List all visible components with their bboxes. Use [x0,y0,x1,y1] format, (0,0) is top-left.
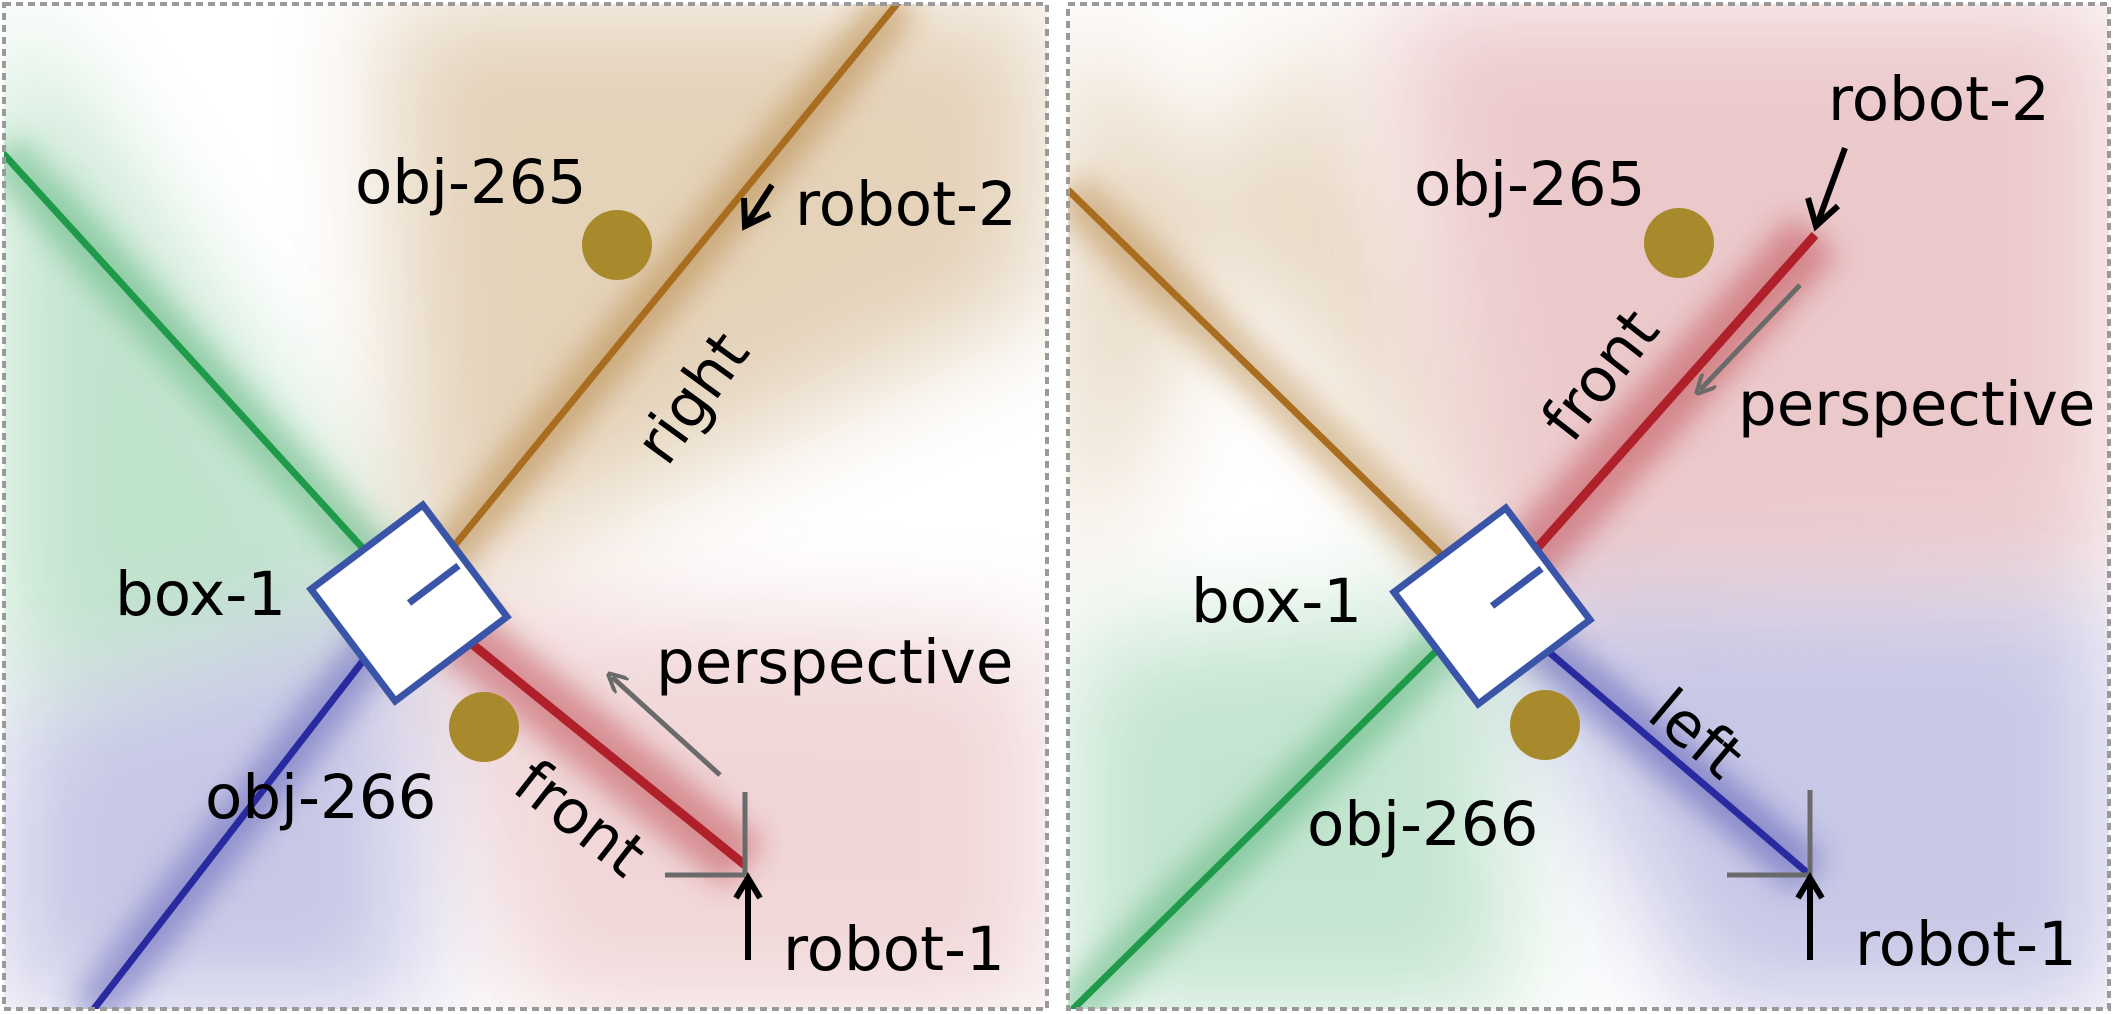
perspective-arrow [1700,283,1802,390]
obj-266-marker [449,692,519,762]
robot-2-pointer [745,183,775,224]
obj-265-marker [1644,208,1714,278]
left-robot-1-label: robot-1 [783,914,1005,985]
blue-region [1488,600,2109,1009]
right-box-1-label: box-1 [1191,566,1362,637]
right-panel-border [1066,2,2111,1011]
perspective-arrow [612,677,722,777]
box-1-marker [306,500,512,706]
left-panel-border [2,2,1049,1011]
left-perspective-label: perspective [656,627,1013,698]
box-1-marker [1389,503,1595,709]
left-robot-2-label: robot-2 [795,169,1017,240]
right-perspective-label: perspective [1738,369,2095,440]
obj-266-marker [1510,690,1580,760]
red-ray [427,606,748,869]
right-obj-265-label: obj-265 [1414,149,1645,220]
left-panel: obj-265 robot-2 right box-1 perspective … [4,4,1047,1009]
right-panel: robot-2 obj-265 front perspective box-1 … [1068,4,2109,1009]
brown-ray [407,4,902,603]
green-ray [1068,597,1491,1009]
brown-ray [1068,187,1491,603]
right-robot-1-label: robot-1 [1855,909,2077,980]
green-ray [4,149,413,603]
obj-265-marker [582,210,652,280]
red-ray [1496,232,1819,593]
right-robot-2-label: robot-2 [1828,64,2050,135]
blue-ray [89,597,413,1009]
left-obj-266-label: obj-266 [205,762,436,833]
left-box-1-label: box-1 [115,559,286,630]
robot-2-pointer [1815,146,1848,224]
right-obj-266-label: obj-266 [1307,789,1538,860]
brown-region [1068,4,1488,620]
left-obj-265-label: obj-265 [355,147,586,218]
